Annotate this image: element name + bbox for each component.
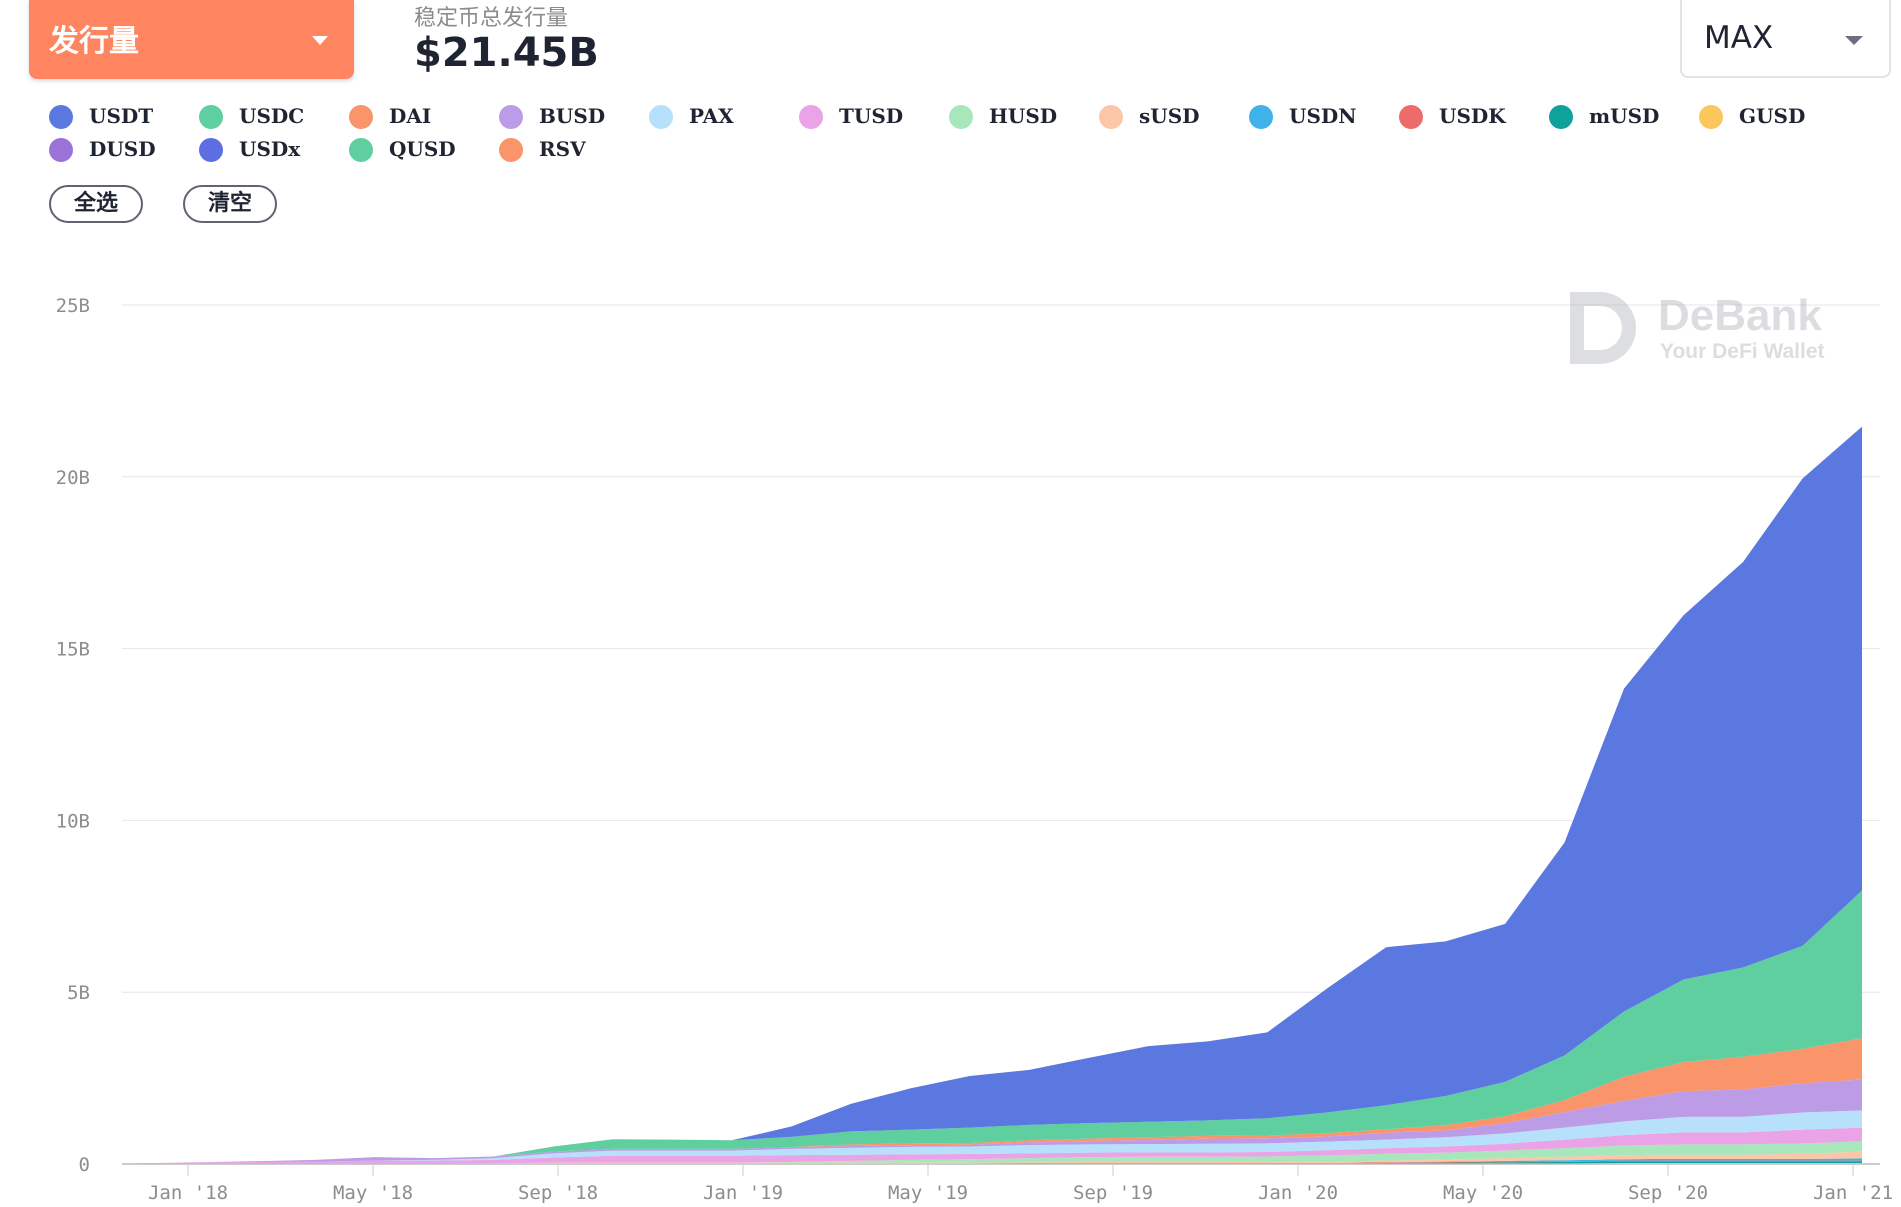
area-series-usdk [137, 1160, 1862, 1164]
y-tick-label: 5B [67, 982, 90, 1004]
legend-label: HUSD [989, 104, 1058, 128]
legend-dot-icon [349, 138, 373, 162]
legend-dot-icon [949, 105, 973, 129]
area-series-gusd [137, 1162, 1862, 1164]
legend-label: USDT [89, 104, 154, 128]
area-series-musd [137, 1161, 1862, 1164]
metric-select[interactable]: 发行量 [29, 0, 354, 79]
x-tick-label: Jan '21 [1813, 1182, 1893, 1204]
time-range-label: MAX [1704, 20, 1774, 56]
caret-down-icon [312, 36, 328, 45]
legend-dot-icon [1699, 105, 1723, 129]
y-tick-label: 25B [56, 295, 90, 317]
legend-label: USDC [239, 104, 305, 128]
legend-label: USDN [1289, 104, 1357, 128]
legend-label: DUSD [89, 137, 156, 161]
legend-dot-icon [1099, 105, 1123, 129]
area-series-usdn [137, 1158, 1862, 1164]
legend-dot-icon [649, 105, 673, 129]
legend-dot-icon [49, 105, 73, 129]
legend-label: sUSD [1139, 104, 1200, 128]
y-tick-label: 20B [56, 467, 90, 489]
legend-dot-icon [1399, 105, 1423, 129]
debank-logo-icon [1570, 292, 1636, 364]
area-series-usdt [137, 426, 1862, 1164]
time-range-select[interactable]: MAX [1680, 0, 1891, 78]
select-all-button[interactable]: 全选 [49, 185, 143, 223]
y-tick-label: 10B [56, 810, 90, 832]
legend-label: GUSD [1739, 104, 1806, 128]
legend-dot-icon [49, 138, 73, 162]
legend-label: PAX [689, 104, 734, 128]
caret-down-icon [1845, 36, 1863, 45]
stablecoin-supply-chart: 0 5B 10B 15B 20B 25B Jan '18 May '18 Sep '18 Jan … [56, 291, 1893, 1204]
legend-dot-icon [1549, 105, 1573, 129]
legend-label: QUSD [389, 137, 456, 161]
x-tick-label: May '19 [888, 1182, 968, 1204]
legend-label: USDK [1439, 104, 1506, 128]
area-series-pax [137, 1110, 1862, 1164]
x-tick-label: May '20 [1443, 1182, 1523, 1204]
clear-button[interactable]: 清空 [183, 185, 277, 223]
legend-dot-icon [199, 138, 223, 162]
legend-label: TUSD [839, 104, 904, 128]
summary-value: $21.45B [414, 30, 599, 76]
legend-dot-icon [349, 105, 373, 129]
legend-label: RSV [539, 137, 586, 161]
legend-dot-icon [799, 105, 823, 129]
area-series-busd [137, 1079, 1862, 1164]
legend-dot-icon [1249, 105, 1273, 129]
legend-dot-icon [499, 138, 523, 162]
legend: USDT USDC DAI BUSD PAX TUSD HUSD sUSD USDN USDK mU… [49, 102, 1849, 172]
area-series-husd [137, 1141, 1862, 1164]
x-tick-label: Sep '18 [518, 1182, 598, 1204]
legend-label: mUSD [1589, 104, 1660, 128]
x-tick-label: May '18 [333, 1182, 413, 1204]
y-tick-label: 0 [79, 1154, 90, 1176]
x-tick-label: Sep '20 [1628, 1182, 1708, 1204]
legend-label: USDx [239, 137, 301, 161]
x-tick-label: Jan '19 [703, 1182, 783, 1204]
legend-label: BUSD [539, 104, 606, 128]
legend-dot-icon [499, 105, 523, 129]
legend-dot-icon [199, 105, 223, 129]
watermark-brand: DeBank [1658, 291, 1822, 340]
metric-select-label: 发行量 [49, 24, 139, 59]
watermark-tagline: Your DeFi Wallet [1660, 340, 1825, 363]
x-tick-label: Sep '19 [1073, 1182, 1153, 1204]
area-series-susd [137, 1151, 1862, 1164]
legend-label: DAI [389, 104, 432, 128]
summary-label: 稳定币总发行量 [414, 6, 569, 31]
x-tick-label: Jan '18 [148, 1182, 228, 1204]
x-tick-label: Jan '20 [1258, 1182, 1338, 1204]
debank-watermark: DeBank Your DeFi Wallet [1570, 291, 1825, 364]
y-tick-label: 15B [56, 639, 90, 661]
area-series-tusd [137, 1127, 1862, 1164]
